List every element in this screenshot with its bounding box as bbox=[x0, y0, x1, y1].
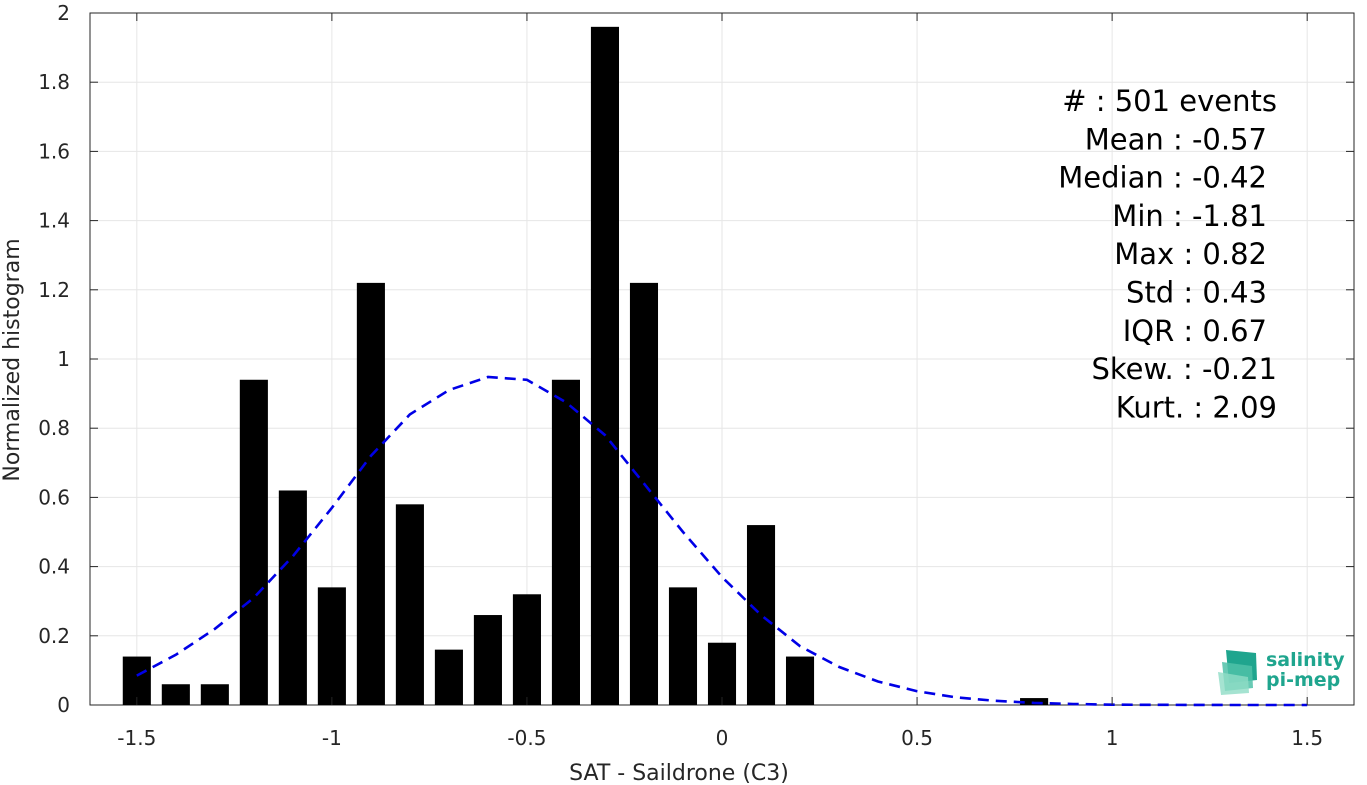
y-tick-label: 1.4 bbox=[38, 209, 70, 233]
y-tick-label: 0 bbox=[57, 693, 70, 717]
histogram-bar bbox=[746, 525, 776, 705]
histogram-bar bbox=[161, 684, 190, 705]
stat-line: # : 501 events bbox=[1062, 84, 1277, 118]
histogram-bar bbox=[551, 379, 580, 705]
stat-line: IQR : 0.67 bbox=[1123, 314, 1267, 348]
x-tick-label: -1.5 bbox=[117, 726, 156, 750]
y-tick-label: 1 bbox=[57, 347, 70, 371]
stat-line: Std : 0.43 bbox=[1126, 276, 1267, 310]
y-tick-label: 1.8 bbox=[38, 70, 70, 94]
histogram-bar bbox=[707, 642, 737, 705]
y-tick-label: 2 bbox=[57, 1, 70, 25]
salinity-pi-mep-logo: salinity pi-mep bbox=[1218, 649, 1345, 695]
logo-text-line1: salinity bbox=[1266, 649, 1345, 671]
statistics-box: # : 501 events Mean : -0.57 Median : -0.42… bbox=[1058, 84, 1277, 424]
histogram-bar bbox=[629, 282, 659, 705]
axis-ticks: -1.5 -1 -0.5 0 0.5 1 1.5 0 0.2 0.4 0.6 0.8 1 1.2 1.4 1.… bbox=[38, 1, 1354, 750]
y-axis-label: Normalized histogram bbox=[0, 238, 25, 481]
x-tick-label: 1 bbox=[1106, 726, 1119, 750]
histogram-bar bbox=[317, 587, 346, 705]
x-tick-label: -0.5 bbox=[507, 726, 546, 750]
x-tick-label: -1 bbox=[322, 726, 342, 750]
stat-line: Mean : -0.57 bbox=[1085, 122, 1267, 156]
histogram-bar bbox=[356, 282, 385, 705]
logo-text-line2: pi-mep bbox=[1266, 669, 1340, 691]
histogram-bar bbox=[590, 26, 620, 705]
histogram-bar bbox=[668, 587, 698, 705]
histogram-bar bbox=[122, 656, 151, 705]
histogram-bar bbox=[512, 594, 541, 705]
stat-line: Max : 0.82 bbox=[1114, 237, 1267, 271]
y-tick-label: 0.8 bbox=[38, 416, 70, 440]
histogram-bars bbox=[122, 26, 1049, 705]
x-tick-label: 1.5 bbox=[1291, 726, 1323, 750]
histogram-bar bbox=[785, 656, 815, 705]
y-tick-label: 0.6 bbox=[38, 485, 70, 509]
x-axis-label: SAT - Saildrone (C3) bbox=[569, 761, 789, 785]
x-tick-label: 0 bbox=[716, 726, 729, 750]
stat-line: Skew. : -0.21 bbox=[1091, 352, 1277, 386]
histogram-bar bbox=[239, 379, 268, 705]
logo-wave-icon bbox=[1218, 650, 1257, 695]
y-tick-label: 0.4 bbox=[38, 555, 70, 579]
histogram-bar bbox=[434, 649, 463, 705]
stat-line: Min : -1.81 bbox=[1112, 199, 1267, 233]
x-tick-label: 0.5 bbox=[901, 726, 933, 750]
histogram-bar bbox=[473, 615, 502, 705]
stat-line: Kurt. : 2.09 bbox=[1116, 390, 1277, 424]
y-tick-label: 1.6 bbox=[38, 139, 70, 163]
y-tick-label: 1.2 bbox=[38, 278, 70, 302]
histogram-bar bbox=[1020, 698, 1049, 705]
histogram-bar bbox=[200, 684, 229, 705]
y-tick-label: 0.2 bbox=[38, 624, 70, 648]
histogram-bar bbox=[278, 490, 307, 705]
stat-line: Median : -0.42 bbox=[1058, 161, 1267, 195]
histogram-bar bbox=[395, 504, 424, 705]
